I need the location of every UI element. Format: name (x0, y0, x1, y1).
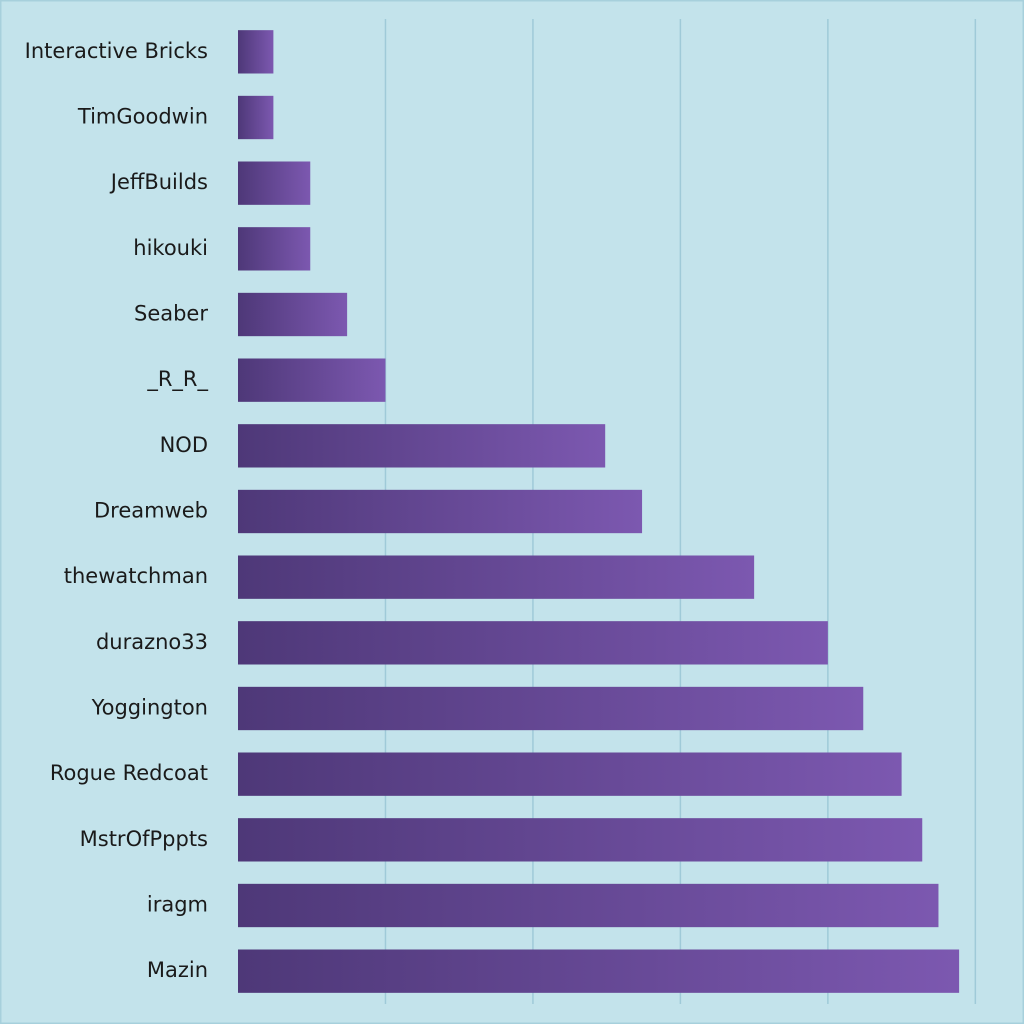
y-tick-label: NOD (160, 433, 208, 457)
bar (238, 818, 923, 862)
y-tick-label: Seaber (134, 302, 208, 326)
bar (238, 161, 311, 205)
bar (238, 358, 386, 402)
y-tick-label: hikouki (133, 236, 208, 260)
y-tick-label: JeffBuilds (109, 170, 208, 194)
bar (238, 555, 755, 599)
bar (238, 752, 902, 796)
bar (238, 489, 643, 534)
bar (238, 883, 939, 928)
y-tick-label: Yoggington (91, 696, 208, 720)
y-tick-label: Mazin (147, 958, 208, 982)
bar (238, 95, 274, 140)
y-tick-label: thewatchman (64, 564, 208, 588)
y-tick-label: TimGoodwin (77, 105, 208, 129)
y-tick-label: MstrOfPppts (80, 827, 208, 851)
y-tick-label: durazno33 (96, 630, 208, 654)
bar (238, 949, 960, 993)
bar (238, 227, 311, 271)
bar (238, 30, 274, 74)
y-tick-label: Dreamweb (94, 499, 208, 523)
y-tick-label: Interactive Bricks (25, 39, 208, 63)
bar (238, 292, 348, 337)
y-tick-label: iragm (147, 893, 208, 917)
bar (238, 621, 828, 665)
y-tick-label: Rogue Redcoat (50, 761, 208, 785)
bar (238, 424, 606, 468)
bar (238, 686, 864, 731)
y-tick-label: _R_R_ (146, 367, 208, 392)
